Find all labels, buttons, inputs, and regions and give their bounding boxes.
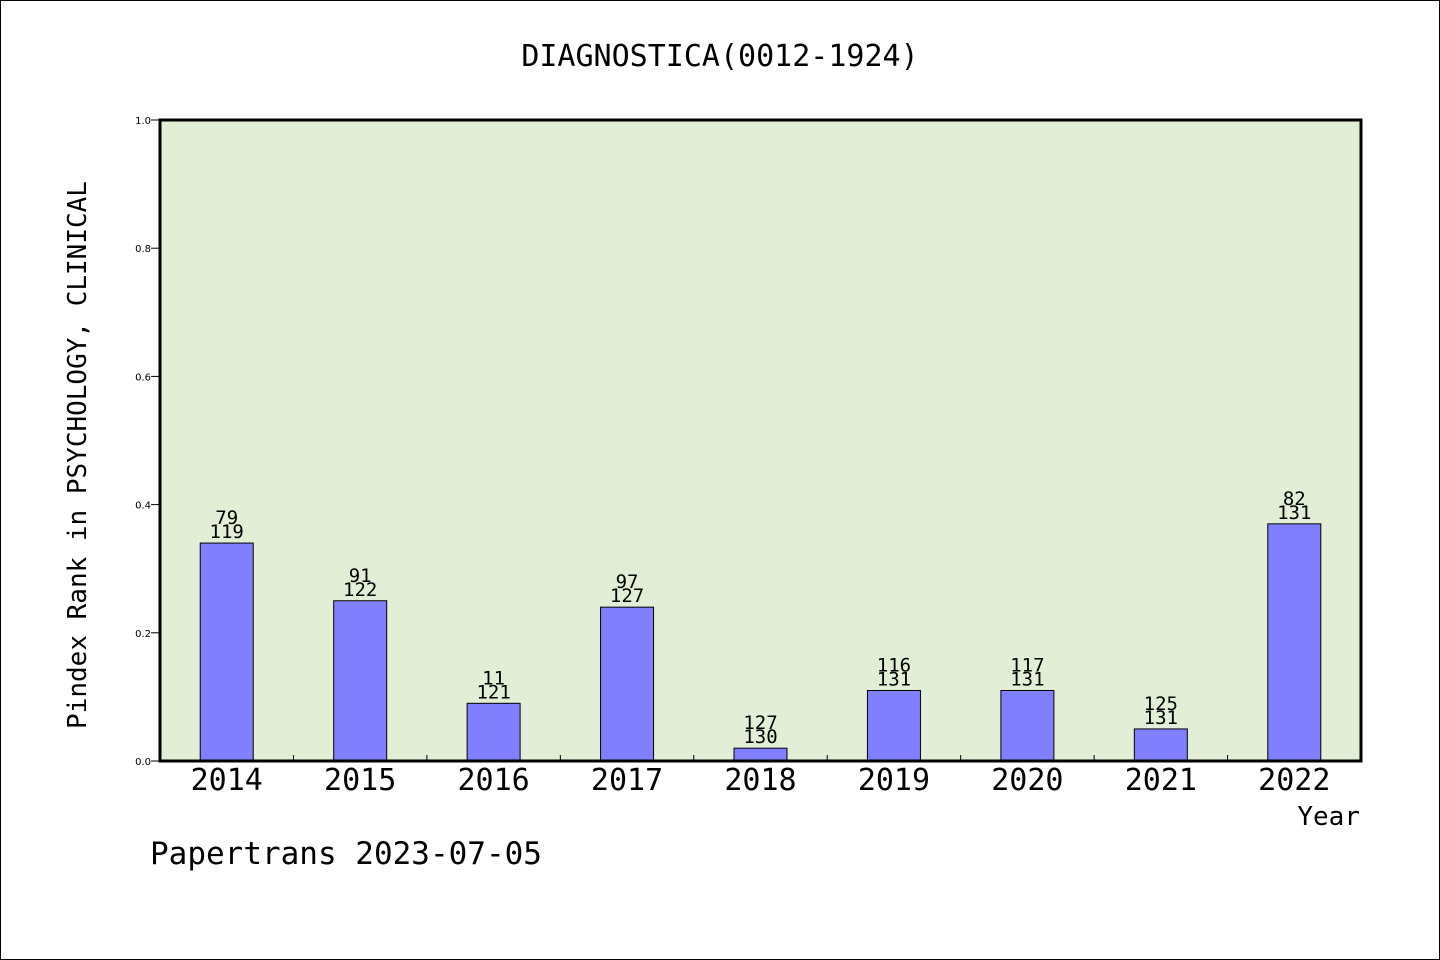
y-tick-label: 0.4 <box>135 501 151 512</box>
bar-2021 <box>1133 728 1188 762</box>
bar-rank-label-2019: 116 <box>877 654 911 676</box>
y-tick-label: 0.0 <box>135 757 151 768</box>
x-tick-label-2014: 2014 <box>191 763 263 798</box>
y-axis: 0.0 0.2 0.4 0.6 0.8 1.0 <box>135 116 160 768</box>
bar-total-label-2020: 131 <box>1010 668 1044 690</box>
bar-rank-label-2022: 82 <box>1283 488 1306 510</box>
x-tick-label-2016: 2016 <box>457 763 529 798</box>
bar-rank-label-2020: 117 <box>1010 654 1044 676</box>
x-axis: 2014 2015 2016 2017 2018 2019 2020 2021 2022 <box>191 755 1330 798</box>
bar-2022 <box>1267 523 1322 762</box>
y-tick-label: 0.6 <box>135 372 151 383</box>
bar-total-label-2022: 131 <box>1277 502 1311 524</box>
bar-2018 <box>733 747 788 762</box>
bar-rank-label-2021: 125 <box>1144 693 1178 715</box>
bar-rank-label-2014: 79 <box>215 507 238 529</box>
x-tick-label-2018: 2018 <box>724 763 796 798</box>
y-tick-label: 1.0 <box>135 116 151 127</box>
bar-total-label-2017: 127 <box>610 585 644 607</box>
x-axis-label: Year <box>1297 802 1360 832</box>
footer-text: Papertrans 2023-07-05 <box>150 836 542 872</box>
bar-2019 <box>866 689 921 762</box>
bar-rank-label-2016: 11 <box>482 667 505 689</box>
bars-layer: 7911991122111219712712713011613111713112… <box>199 488 1322 762</box>
bar-total-label-2014: 119 <box>210 521 244 543</box>
bar-2014 <box>199 542 254 762</box>
bar-total-label-2016: 121 <box>476 681 510 703</box>
bar-2016 <box>466 702 521 762</box>
bar-2017 <box>600 606 655 762</box>
x-tick-label-2021: 2021 <box>1125 763 1197 798</box>
bar-2015 <box>333 600 388 762</box>
x-tick-label-2020: 2020 <box>991 763 1063 798</box>
x-tick-label-2017: 2017 <box>591 763 663 798</box>
bar-total-label-2019: 131 <box>877 668 911 690</box>
bar-2020 <box>1000 689 1055 762</box>
bar-total-label-2015: 122 <box>343 579 377 601</box>
y-axis-label: Pindex Rank in PSYCHOLOGY, CLINICAL <box>63 181 93 729</box>
plot-border <box>158 118 1363 763</box>
bar-rank-label-2017: 97 <box>616 571 639 593</box>
y-tick-label: 0.8 <box>135 244 151 255</box>
chart-title: DIAGNOSTICA(0012-1924) <box>521 39 918 74</box>
bar-rank-label-2018: 127 <box>743 712 777 734</box>
bar-rank-label-2015: 91 <box>349 565 372 587</box>
x-tick-label-2022: 2022 <box>1258 763 1330 798</box>
bar-total-label-2018: 130 <box>743 726 777 748</box>
bar-total-label-2021: 131 <box>1144 707 1178 729</box>
y-tick-label: 0.2 <box>135 629 151 640</box>
x-tick-label-2015: 2015 <box>324 763 396 798</box>
x-tick-label-2019: 2019 <box>858 763 930 798</box>
